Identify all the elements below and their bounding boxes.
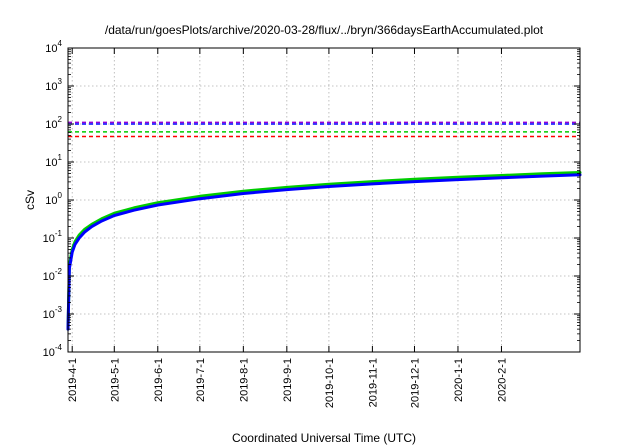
x-tick-label: 2019-6-1 (153, 358, 165, 402)
x-axis-label: Coordinated Universal Time (UTC) (232, 431, 416, 445)
x-tick-label: 2019-9-1 (282, 358, 294, 402)
x-tick-label: 2019-7-1 (195, 358, 207, 402)
x-tick-label: 2020-1-1 (453, 358, 465, 402)
y-tick-base: 10 (43, 233, 55, 245)
y-tick-label: 10-3 (43, 305, 63, 321)
x-tick-label: 2020-2-1 (496, 358, 508, 402)
series-line (66, 173, 582, 331)
y-tick-base: 10 (43, 271, 55, 283)
y-tick-base: 10 (45, 81, 57, 93)
y-tick-exponent: -1 (55, 229, 63, 238)
x-tick-label: 2019-5-1 (109, 358, 121, 402)
y-tick-base: 10 (43, 309, 55, 321)
y-tick-exponent: -2 (55, 267, 63, 276)
y-tick-exponent: 2 (58, 115, 63, 124)
y-tick-exponent: 1 (58, 153, 63, 162)
y-tick-label: 10-4 (43, 343, 63, 359)
y-tick-base: 10 (45, 157, 57, 169)
y-tick-exponent: 0 (58, 191, 63, 200)
x-tick-label: 2019-4-1 (67, 358, 79, 402)
y-tick-base: 10 (43, 347, 55, 359)
y-tick-label: 100 (45, 191, 62, 207)
y-tick-label: 102 (45, 115, 62, 131)
y-tick-base: 10 (45, 43, 57, 55)
y-tick-exponent: 4 (58, 39, 63, 48)
y-tick-exponent: -4 (55, 343, 63, 352)
y-tick-label: 103 (45, 77, 62, 93)
y-tick-exponent: -3 (55, 305, 63, 314)
x-tick-label: 2019-8-1 (238, 358, 250, 402)
y-tick-label: 10-1 (43, 229, 63, 245)
chart-title: /data/run/goesPlots/archive/2020-03-28/f… (105, 23, 544, 37)
threshold-lines (68, 121, 580, 138)
series-line (66, 171, 582, 331)
y-tick-exponent: 3 (58, 77, 63, 86)
y-tick-label: 101 (45, 153, 62, 169)
y-tick-base: 10 (45, 195, 57, 207)
x-ticks: 2019-4-1 2019-5-1 2019-6-1 2019-7-1 2019-8-1… (67, 48, 508, 408)
data-series (66, 171, 582, 331)
y-axis-label: cSv (23, 190, 37, 210)
grid (68, 48, 580, 352)
x-tick-label: 2019-12-1 (409, 358, 421, 408)
y-tick-label: 10-2 (43, 267, 63, 283)
y-tick-base: 10 (45, 119, 57, 131)
y-tick-label: 104 (45, 39, 62, 55)
x-tick-label: 2019-10-1 (324, 358, 336, 408)
x-tick-label: 2019-11-1 (367, 358, 379, 407)
